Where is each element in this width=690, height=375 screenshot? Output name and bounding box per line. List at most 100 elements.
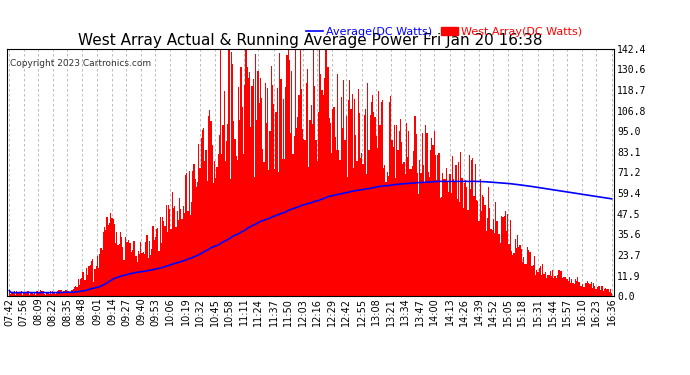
Bar (236, 156, 237, 296)
Bar (265, 83, 266, 296)
Bar (426, 132, 428, 296)
Bar (221, 154, 222, 296)
Bar (368, 150, 370, 296)
Bar (569, 278, 570, 296)
Bar (202, 130, 203, 296)
Bar (391, 140, 393, 296)
Bar (195, 179, 196, 296)
Bar (86, 268, 87, 296)
Bar (609, 292, 610, 296)
Bar (198, 144, 199, 296)
Bar (322, 95, 324, 296)
Bar (284, 159, 285, 296)
Bar (83, 280, 85, 296)
Bar (51, 294, 52, 296)
Bar (98, 268, 99, 296)
Bar (62, 293, 63, 296)
Bar (297, 117, 299, 296)
Bar (390, 96, 391, 296)
Bar (575, 279, 576, 296)
Bar (424, 183, 425, 296)
Bar (483, 197, 484, 296)
Bar (505, 211, 506, 296)
Bar (314, 86, 315, 296)
Bar (309, 120, 310, 296)
Bar (555, 278, 557, 296)
Bar (539, 268, 540, 296)
Bar (29, 295, 30, 296)
Bar (541, 275, 542, 296)
Bar (96, 266, 97, 296)
Bar (130, 252, 132, 296)
Bar (27, 291, 28, 296)
Bar (605, 288, 607, 296)
Bar (536, 270, 538, 296)
Bar (188, 171, 190, 296)
Bar (227, 124, 228, 296)
Bar (353, 168, 354, 296)
Bar (370, 116, 371, 296)
Bar (465, 180, 466, 296)
Bar (215, 178, 217, 296)
Bar (90, 264, 91, 296)
Bar (186, 173, 188, 296)
Bar (34, 293, 35, 296)
Bar (286, 56, 288, 296)
Bar (250, 127, 251, 296)
Bar (207, 181, 208, 296)
Bar (253, 79, 254, 296)
Bar (448, 192, 449, 296)
Bar (225, 162, 226, 296)
Bar (582, 284, 583, 296)
Bar (35, 295, 37, 296)
Bar (388, 176, 389, 296)
Bar (540, 266, 541, 296)
Bar (110, 213, 111, 296)
Bar (46, 294, 48, 296)
Bar (529, 252, 530, 296)
Bar (232, 64, 233, 296)
Bar (568, 281, 569, 296)
Bar (214, 161, 215, 296)
Bar (174, 207, 175, 296)
Bar (380, 102, 382, 296)
Bar (319, 49, 320, 296)
Bar (415, 134, 417, 296)
Bar (443, 179, 444, 296)
Bar (173, 208, 174, 296)
Bar (573, 284, 575, 296)
Bar (417, 174, 418, 296)
Bar (117, 245, 119, 296)
Bar (183, 207, 184, 296)
Bar (313, 49, 314, 296)
Bar (268, 170, 270, 296)
Bar (441, 197, 442, 296)
Bar (289, 60, 290, 296)
Bar (119, 244, 120, 296)
Bar (116, 231, 117, 296)
Bar (570, 283, 571, 296)
Bar (121, 237, 122, 296)
Bar (104, 227, 106, 296)
Bar (199, 168, 201, 296)
Bar (293, 154, 294, 296)
Bar (534, 256, 535, 296)
Bar (217, 154, 219, 296)
Bar (149, 241, 150, 296)
Bar (301, 89, 302, 296)
Bar (11, 293, 12, 296)
Bar (501, 216, 502, 296)
Bar (478, 220, 480, 296)
Bar (494, 233, 495, 296)
Bar (135, 256, 137, 296)
Bar (389, 102, 390, 296)
Bar (497, 234, 499, 296)
Bar (93, 282, 95, 296)
Bar (522, 262, 523, 296)
Bar (504, 216, 505, 296)
Bar (472, 158, 473, 296)
Bar (484, 205, 486, 296)
Bar (99, 254, 101, 296)
Bar (396, 126, 397, 296)
Bar (362, 164, 364, 296)
